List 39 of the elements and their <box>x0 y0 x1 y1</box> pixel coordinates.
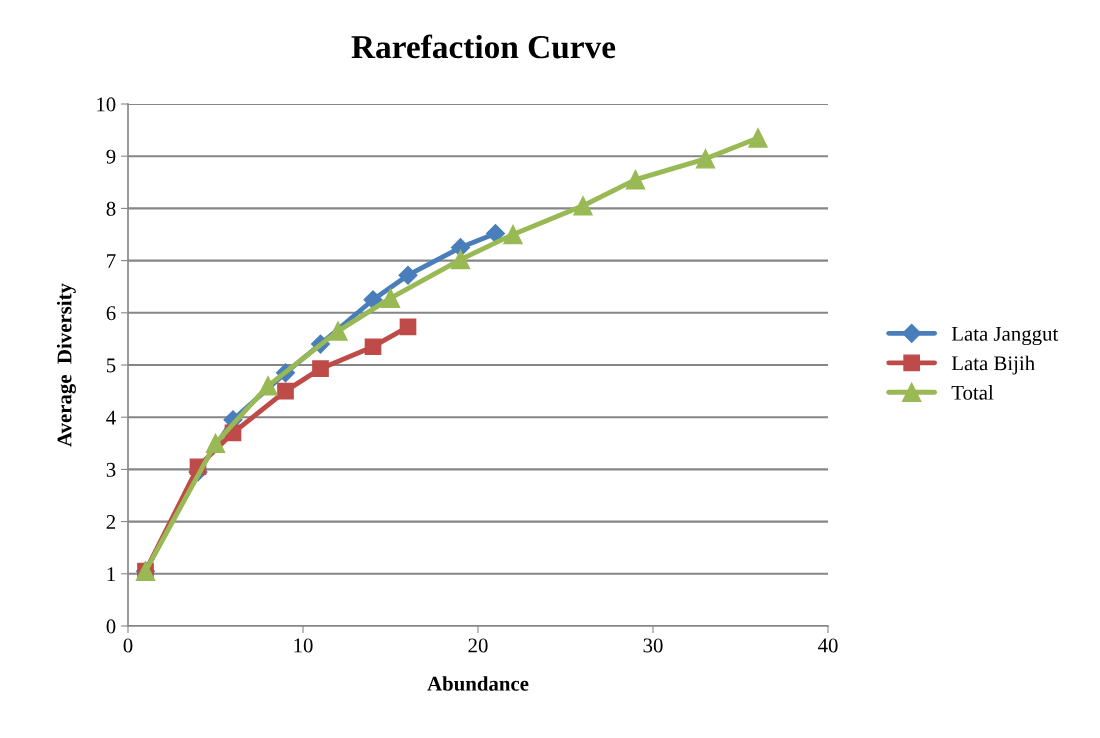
y-tick-label: 10 <box>97 97 116 112</box>
point <box>399 318 417 336</box>
point <box>503 224 523 245</box>
point <box>363 290 383 310</box>
point <box>277 382 294 400</box>
point <box>748 128 768 148</box>
point <box>625 169 646 190</box>
x-tick-label: 0 <box>123 638 133 653</box>
y-tick-label: 6 <box>106 306 116 321</box>
legend-label: Lata Janggut <box>951 326 1059 346</box>
x-tick-label: 40 <box>817 638 838 653</box>
y-tick-label: 2 <box>106 515 116 529</box>
y-tick-label: 3 <box>106 462 116 477</box>
x-tick-label: 30 <box>643 638 663 653</box>
x-tick-label: 10 <box>294 638 313 653</box>
chart-title: Rarefaction Curve <box>351 34 616 59</box>
point <box>485 223 506 243</box>
legend-label: Total <box>951 385 994 400</box>
point <box>380 288 401 308</box>
point <box>695 149 716 169</box>
point <box>450 249 471 270</box>
y-tick-label: 7 <box>107 254 116 268</box>
point <box>205 433 226 454</box>
legend-label: Lata Bijih <box>951 355 1035 375</box>
y-tick-label: 1 <box>107 567 115 582</box>
y-tick-label: 5 <box>106 358 116 373</box>
x-axis-title: Abundance <box>427 676 529 691</box>
point <box>258 376 278 396</box>
point <box>573 196 593 216</box>
point <box>328 321 348 341</box>
y-tick-label: 8 <box>106 201 116 216</box>
x-tick-label: 20 <box>468 638 488 653</box>
y-tick-label: 4 <box>106 410 116 425</box>
point <box>364 338 382 356</box>
y-axis-title: Average Diversity <box>56 283 76 447</box>
point <box>398 265 418 285</box>
y-tick-label: 0 <box>106 619 116 634</box>
y-tick-label: 9 <box>106 149 116 164</box>
point <box>312 360 329 377</box>
